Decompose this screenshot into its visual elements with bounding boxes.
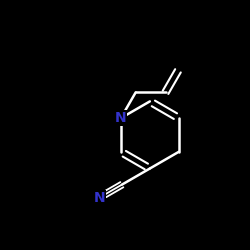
Text: N: N <box>94 191 105 205</box>
Text: N: N <box>115 111 126 125</box>
